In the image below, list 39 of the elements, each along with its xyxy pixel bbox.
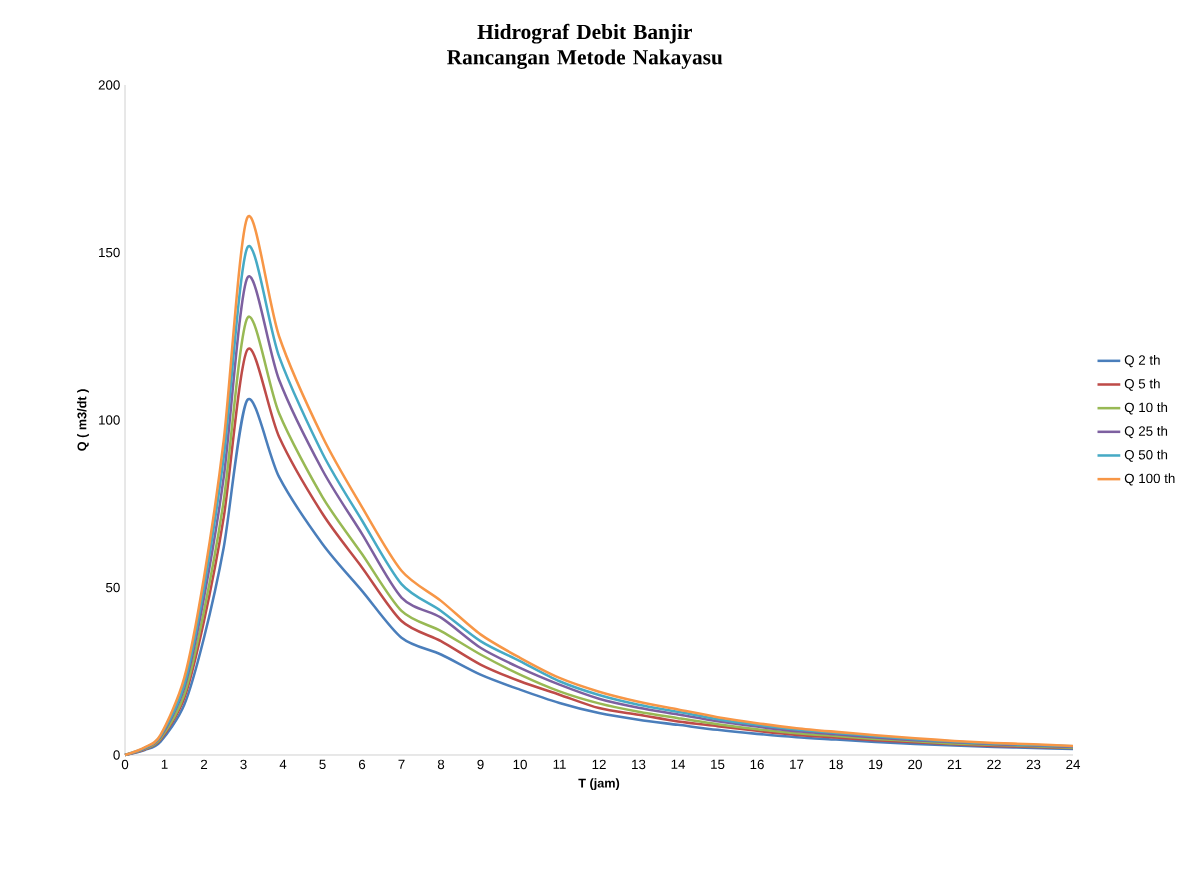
legend-label: Q 10 th (1124, 402, 1168, 415)
x-axis-title: T (jam) (578, 778, 620, 791)
x-tick-label: 9 (477, 759, 484, 770)
y-tick-label: 200 (98, 80, 120, 90)
x-tick-label: 5 (319, 759, 326, 769)
legend-label: Q 2 th (1124, 355, 1160, 368)
y-tick-label: 50 (106, 582, 120, 593)
x-tick-label: 10 (513, 759, 527, 770)
legend-label: Q 25 th (1124, 425, 1168, 439)
legend-label: Q 50 th (1124, 449, 1168, 462)
x-tick-label: 11 (553, 759, 566, 769)
x-tick-label: 17 (790, 759, 804, 769)
legend-label: Q 100 th (1124, 473, 1175, 486)
x-tick-label: 3 (240, 759, 247, 770)
x-tick-label: 1 (161, 759, 168, 769)
y-tick-label: 0 (113, 750, 120, 760)
x-tick-label: 7 (398, 759, 405, 769)
legend-label: Q 5 th (1124, 378, 1160, 391)
y-axis-title: Q ( m3/dt ) (77, 389, 89, 451)
chart-title: Hidrograf Debit Banjir Rancangan Metode Nakayasu (447, 23, 723, 69)
x-tick-label: 2 (200, 759, 208, 769)
x-tick-label: 14 (671, 759, 686, 769)
x-tick-label: 22 (987, 759, 1001, 769)
x-tick-label: 12 (592, 759, 606, 769)
y-tick-label: 150 (99, 247, 120, 258)
x-tick-label: 0 (121, 759, 129, 770)
x-tick-label: 20 (908, 759, 922, 770)
x-tick-label: 4 (279, 759, 287, 769)
x-tick-label: 19 (869, 759, 883, 770)
x-tick-label: 15 (711, 759, 725, 769)
x-tick-label: 18 (829, 759, 843, 770)
x-tick-label: 23 (1026, 759, 1041, 770)
x-tick-label: 13 (632, 759, 646, 770)
x-tick-label: 24 (1066, 759, 1081, 769)
y-tick-label: 100 (99, 415, 120, 425)
x-tick-label: 16 (750, 759, 764, 770)
x-tick-label: 8 (437, 759, 445, 770)
x-tick-label: 6 (358, 759, 366, 770)
x-tick-label: 21 (947, 759, 962, 769)
